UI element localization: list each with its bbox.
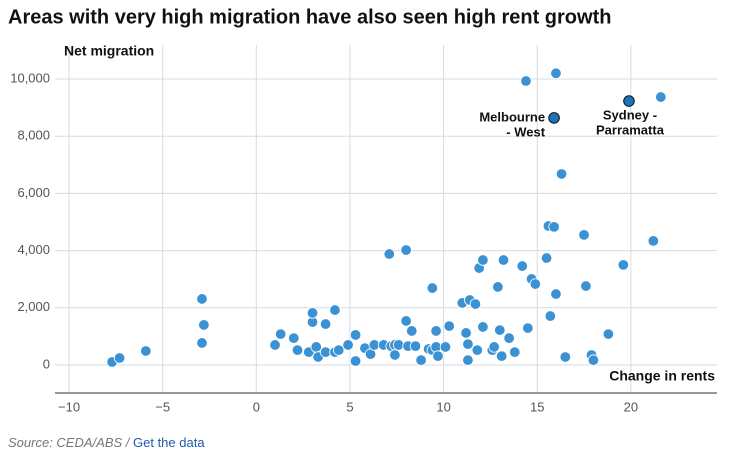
point	[400, 315, 412, 327]
point	[559, 351, 572, 363]
point	[578, 229, 590, 241]
point	[349, 355, 362, 367]
x-tick-label: 10	[436, 399, 450, 414]
point	[460, 327, 472, 339]
x-tick-label: 15	[530, 399, 544, 414]
point	[529, 278, 542, 290]
y-tick-label: 0	[43, 356, 50, 371]
point	[544, 310, 557, 322]
point	[477, 254, 489, 266]
point	[392, 339, 405, 351]
x-axis-title: Change in rents	[609, 368, 715, 384]
point	[471, 344, 483, 356]
point	[400, 244, 412, 256]
chart-title: Areas with very high migration have also…	[8, 6, 611, 28]
point	[439, 341, 452, 353]
annotation: Sydney -	[603, 107, 657, 122]
point	[406, 325, 418, 337]
y-tick-label: 8,000	[17, 128, 50, 143]
point	[415, 354, 427, 366]
point	[550, 288, 562, 300]
x-tick-label: 0	[253, 399, 260, 414]
x-tick-label: −5	[155, 399, 170, 414]
point	[462, 338, 474, 350]
annotation: - West	[506, 124, 545, 139]
highlight-point	[623, 95, 635, 107]
point	[497, 254, 510, 266]
x-tick-label: −10	[58, 399, 80, 414]
point	[389, 349, 401, 361]
point	[477, 321, 489, 333]
point	[587, 354, 600, 366]
point	[503, 332, 515, 344]
point	[462, 354, 474, 366]
point	[548, 221, 560, 233]
point	[342, 339, 354, 351]
point	[140, 345, 152, 357]
point	[291, 344, 304, 356]
y-tick-label: 4,000	[17, 242, 50, 257]
point	[469, 298, 482, 310]
point	[269, 339, 281, 351]
annotation: Parramatta	[596, 122, 665, 137]
point	[443, 320, 455, 332]
point	[310, 341, 322, 353]
source-text: Source: CEDA/ABS /	[8, 435, 133, 450]
y-tick-label: 10,000	[10, 70, 50, 85]
point	[198, 319, 210, 331]
point	[516, 260, 528, 272]
x-tick-label: 5	[346, 399, 353, 414]
point	[349, 329, 362, 341]
data-link[interactable]: Get the data	[133, 435, 205, 450]
point	[522, 322, 534, 334]
point	[509, 346, 521, 358]
highlight-point	[548, 112, 560, 124]
point	[426, 282, 439, 294]
point	[333, 344, 345, 356]
point	[409, 340, 422, 352]
point	[494, 324, 506, 336]
point	[550, 67, 562, 80]
point	[580, 280, 592, 292]
y-axis-title: Net migration	[64, 43, 154, 59]
y-tick-label: 6,000	[17, 185, 50, 200]
point	[196, 337, 208, 349]
source: Source: CEDA/ABS / Get the data	[8, 435, 205, 450]
point	[430, 325, 442, 337]
x-tick-label: 20	[624, 399, 638, 414]
annotation: Melbourne	[479, 109, 545, 124]
point	[432, 350, 444, 362]
point	[329, 304, 341, 316]
point	[655, 91, 667, 103]
point	[492, 281, 504, 293]
point	[113, 352, 126, 364]
point	[196, 293, 208, 305]
point	[319, 318, 332, 330]
point	[495, 350, 508, 362]
point	[274, 328, 287, 340]
y-tick-label: 2,000	[17, 299, 50, 314]
point	[383, 248, 395, 260]
point	[602, 328, 615, 340]
point	[540, 252, 553, 264]
point	[647, 235, 660, 247]
point	[306, 307, 319, 319]
point	[488, 341, 500, 353]
point	[520, 75, 532, 87]
point	[288, 332, 300, 344]
point	[617, 259, 630, 271]
point	[555, 168, 568, 180]
